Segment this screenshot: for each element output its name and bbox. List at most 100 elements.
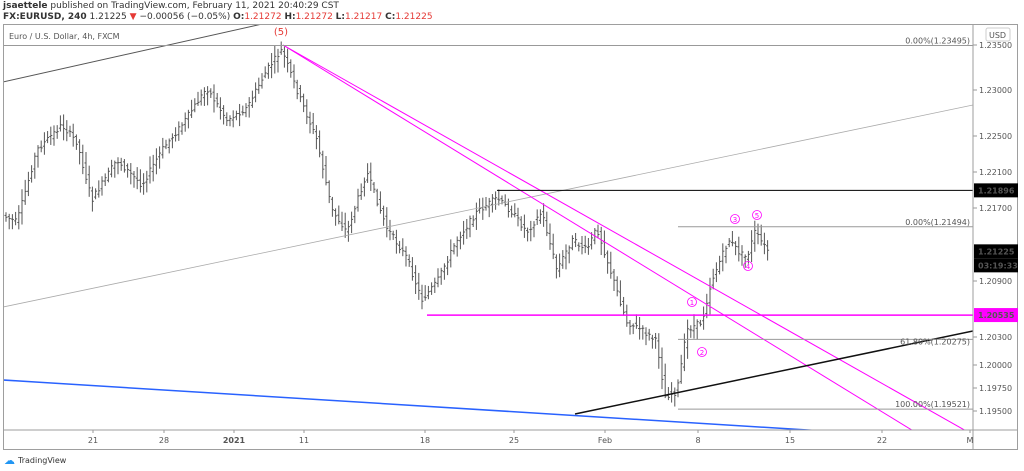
ohlc-bar bbox=[737, 236, 741, 262]
y-tick-label: 1.23500 bbox=[979, 41, 1012, 50]
ohlc-bar bbox=[458, 231, 462, 250]
ohlc-bar bbox=[289, 59, 293, 78]
ohlc-bar bbox=[353, 205, 357, 224]
ohlc-bar bbox=[442, 263, 446, 280]
ohlc-bar bbox=[174, 127, 178, 142]
ohlc-bar bbox=[497, 189, 501, 206]
x-tick-label: 2021 bbox=[223, 436, 246, 445]
high: 1.21272 bbox=[295, 12, 333, 22]
cloud-icon: ☁ bbox=[4, 454, 15, 467]
plot-area: 0.00%(1.23495) 0.00%(1.21494) 61.80%(1.202… bbox=[4, 25, 973, 430]
x-tick-label: 11 bbox=[299, 436, 309, 445]
ohlc-bar bbox=[753, 220, 757, 252]
ohlc-bar bbox=[65, 120, 69, 142]
ohlc-bar bbox=[254, 82, 258, 103]
ohlc-bar bbox=[574, 232, 578, 248]
ohlc-bar bbox=[708, 277, 712, 315]
brand-name: TradingView bbox=[18, 456, 67, 465]
ohlc-bar bbox=[586, 237, 590, 255]
ohlc-bar bbox=[17, 205, 21, 230]
ohlc-bar bbox=[247, 97, 251, 118]
ohlc-bar bbox=[113, 160, 117, 178]
ohlc-bar bbox=[618, 280, 622, 307]
ohlc-bar bbox=[308, 111, 312, 134]
ohlc-bar bbox=[158, 146, 162, 169]
ohlc-bar bbox=[177, 121, 181, 141]
ohlc-bar bbox=[526, 227, 530, 242]
ohlc-bar bbox=[151, 154, 155, 182]
ohlc-bar bbox=[132, 170, 136, 188]
x-tick-label: 18 bbox=[420, 436, 430, 445]
ohlc-bar bbox=[612, 268, 616, 291]
black-trendline bbox=[574, 330, 973, 415]
ohlc-bar bbox=[494, 191, 498, 210]
wave-circle bbox=[752, 210, 762, 220]
symbol-info: FX:EURUSD, 240 1.21225 ▼ −0.00056 (−0.05… bbox=[3, 12, 433, 22]
ohlc-bar bbox=[705, 293, 709, 319]
ohlc-bar bbox=[276, 48, 280, 73]
ohlc-bar bbox=[129, 163, 133, 185]
y-tick-label: 1.22500 bbox=[979, 132, 1012, 141]
ohlc-bar bbox=[519, 216, 523, 231]
ohlc-bar bbox=[36, 145, 40, 168]
ohlc-bar bbox=[487, 197, 491, 218]
ohlc-bar bbox=[241, 105, 245, 116]
ohlc-bar bbox=[126, 163, 130, 178]
ohlc-bar bbox=[154, 148, 158, 175]
price-label-bg bbox=[974, 258, 1018, 273]
ohlc-bar bbox=[100, 176, 104, 196]
ohlc-bar bbox=[119, 157, 123, 171]
ohlc-bar bbox=[762, 232, 766, 255]
ohlc-bar bbox=[257, 77, 261, 94]
ohlc-bar bbox=[314, 125, 318, 150]
ohlc-bar bbox=[87, 165, 91, 197]
fib-level-label: 0.00%(1.21494) bbox=[905, 218, 970, 227]
ohlc-bar bbox=[750, 230, 754, 263]
ohlc-bar bbox=[446, 256, 450, 276]
ohlc-bar bbox=[30, 165, 34, 183]
ohlc-bar bbox=[190, 99, 194, 119]
ohlc-bar bbox=[209, 88, 213, 98]
ohlc-bar bbox=[423, 285, 427, 301]
ohlc-bar bbox=[266, 62, 270, 79]
ohlc-bar bbox=[110, 159, 114, 178]
ohlc-bar bbox=[90, 186, 94, 212]
x-tick-label: 15 bbox=[785, 436, 795, 445]
ohlc-bar bbox=[455, 236, 459, 257]
author[interactable]: jsaettele bbox=[3, 1, 48, 11]
ohlc-bar bbox=[407, 254, 411, 267]
ohlc-bar bbox=[545, 211, 549, 237]
ohlc-bar bbox=[714, 262, 718, 283]
ohlc-bar bbox=[238, 103, 242, 127]
ohlc-bar bbox=[471, 215, 475, 227]
ohlc-bar bbox=[218, 97, 222, 120]
ohlc-bar bbox=[97, 180, 101, 198]
tradingview-logo[interactable]: ☁ TradingView bbox=[4, 454, 66, 467]
ohlc-bar bbox=[138, 169, 142, 193]
ohlc-bar bbox=[452, 243, 456, 255]
ohlc-bar bbox=[378, 191, 382, 214]
ohlc-bar bbox=[433, 277, 437, 294]
ohlc-bar bbox=[638, 316, 642, 340]
y-tick-label: 1.20900 bbox=[979, 277, 1012, 286]
ohlc-bar bbox=[94, 188, 98, 200]
chart-frame[interactable] bbox=[3, 24, 1018, 450]
ohlc-bar bbox=[292, 64, 296, 89]
ohlc-bar bbox=[724, 245, 728, 264]
ohlc-bar bbox=[436, 268, 440, 288]
ohlc-bar bbox=[4, 212, 8, 222]
ohlc-bar bbox=[465, 218, 469, 239]
ohlc-bar bbox=[654, 332, 658, 349]
ohlc-bar bbox=[250, 90, 254, 108]
ohlc-bar bbox=[615, 276, 619, 297]
ohlc-bar bbox=[650, 334, 654, 349]
ohlc-bar bbox=[391, 230, 395, 240]
ohlc-bar bbox=[551, 233, 555, 260]
ohlc-bar bbox=[302, 93, 306, 113]
y-tick-label: 1.21700 bbox=[979, 204, 1012, 213]
ohlc-bar bbox=[366, 163, 370, 183]
last-price: 1.21225 bbox=[89, 12, 127, 22]
ohlc-bar bbox=[330, 196, 334, 217]
currency-label: USD bbox=[989, 31, 1006, 40]
